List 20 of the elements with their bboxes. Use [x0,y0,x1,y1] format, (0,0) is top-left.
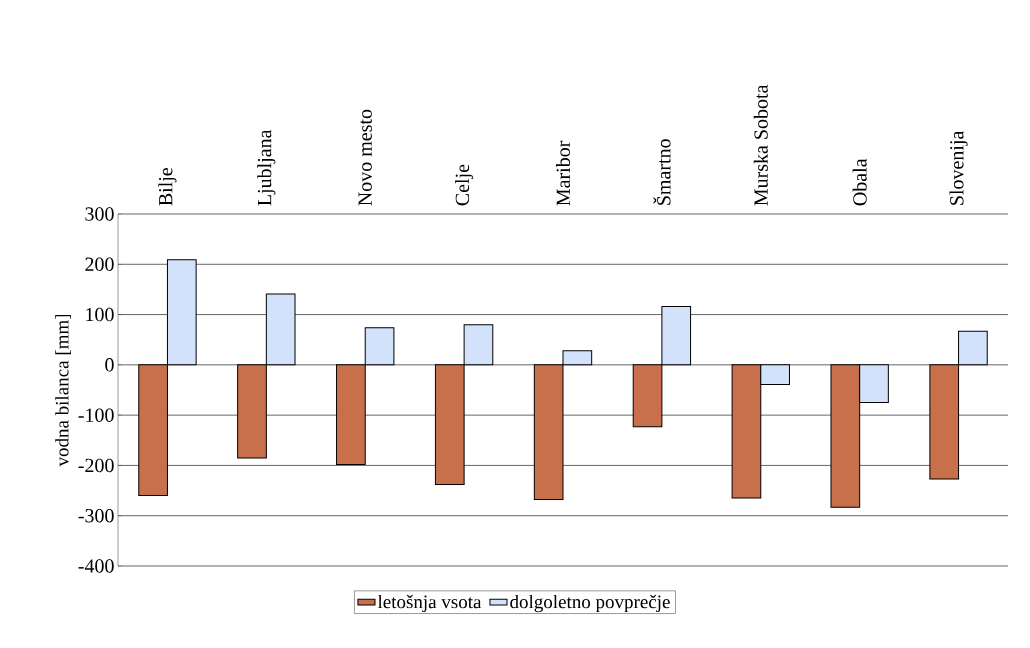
y-tick-label: 300 [85,207,114,221]
y-tick-label: -400 [78,559,114,573]
y-tick-label: -300 [78,508,114,523]
y-tick-label: -200 [78,458,114,473]
x-tick-label: Šmartno [653,139,671,205]
x-tick-label: Bilje [158,167,177,206]
x-tick-label: Obala [852,158,867,206]
x-tick-label: Celje [455,164,474,206]
x-tick-label: Murska Sobota [753,84,768,206]
legend-label: dolgoletno povprečje [510,594,670,613]
x-tick-label: Novo mesto [358,109,372,206]
x-tick-label: Slovenija [949,130,968,205]
y-tick-label: 200 [85,257,114,272]
x-tick-label: Ljubljana [257,129,276,206]
y-tick-label: -100 [78,408,114,422]
y-tick-label: 0 [105,358,114,372]
y-axis-title: vodna bilanca [mm] [55,314,71,467]
x-tick-label: Maribor [555,140,571,206]
legend-label: letošnja vsota [377,594,482,613]
y-tick-label: 100 [86,307,114,322]
